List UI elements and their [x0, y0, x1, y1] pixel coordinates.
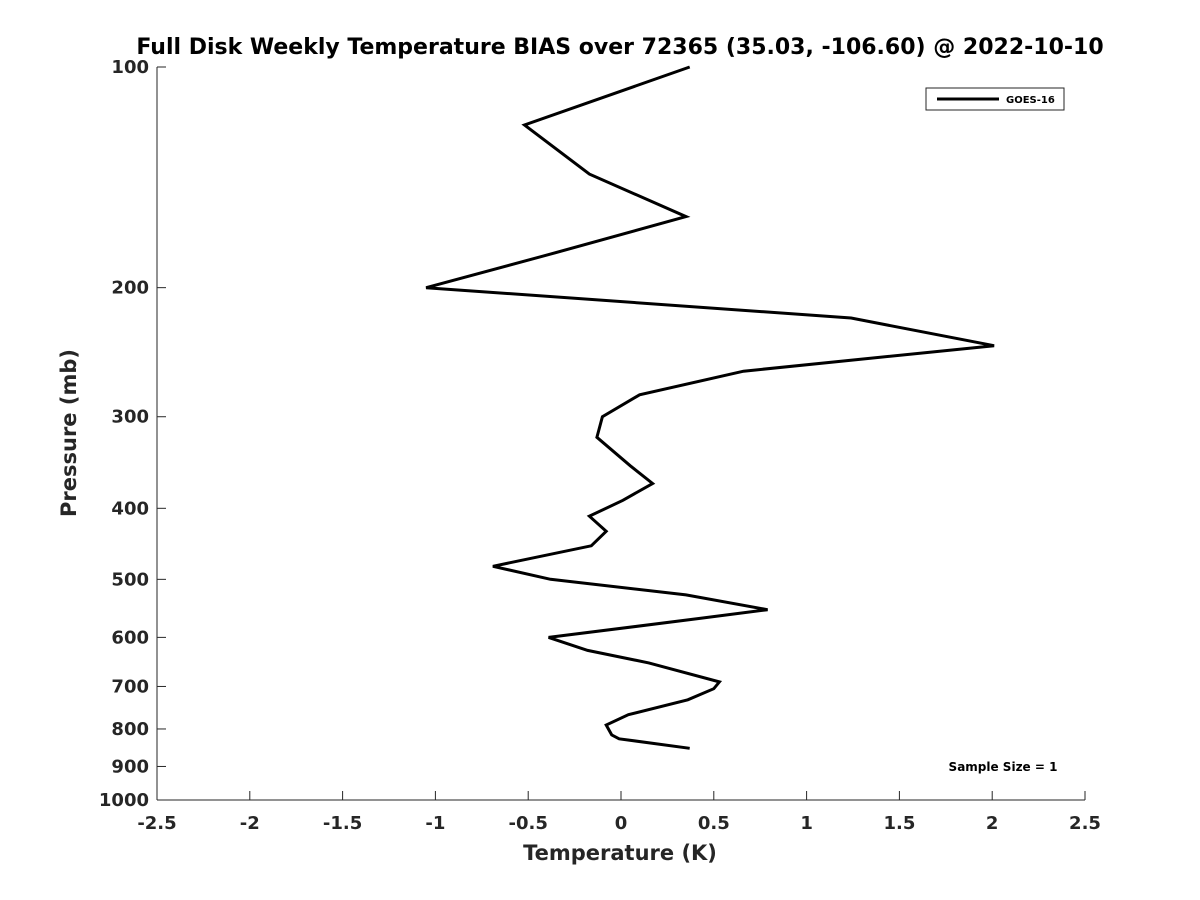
x-ticks-group: -2.5 -2 -1.5 -1 -0.5 0 0.5 1 1.5 2 2.5	[137, 791, 1101, 834]
x-tick-label: -2	[240, 813, 260, 834]
axes-group	[156, 67, 1085, 801]
y-tick-label: 700	[111, 676, 149, 697]
x-tick-label: 0.5	[698, 813, 730, 834]
x-tick-label: 2	[986, 813, 999, 834]
y-tick-label: 600	[111, 627, 149, 648]
x-tick-label: -2.5	[137, 813, 176, 834]
x-tick-label: 2.5	[1069, 813, 1101, 834]
y-ticks-group: 100 200 300 400 500 600 700 800 900 1000	[99, 57, 166, 811]
y-tick-label: 300	[111, 407, 149, 428]
y-axis-label: Pressure (mb)	[57, 349, 81, 517]
x-tick-label: 1	[800, 813, 813, 834]
y-tick-label: 900	[111, 756, 149, 777]
y-tick-label: 800	[111, 719, 149, 740]
series-group	[425, 65, 995, 750]
y-tick-label: 200	[111, 278, 149, 299]
x-tick-label: -1	[425, 813, 445, 834]
x-tick-label: -1.5	[323, 813, 362, 834]
series-line-goes-16	[425, 65, 995, 750]
y-tick-label: 400	[111, 498, 149, 519]
x-tick-label: 1.5	[883, 813, 915, 834]
x-axis-label: Temperature (K)	[523, 841, 717, 865]
legend-label: GOES-16	[1006, 95, 1055, 106]
chart-title: Full Disk Weekly Temperature BIAS over 7…	[136, 35, 1103, 60]
x-tick-label: -0.5	[509, 813, 548, 834]
y-tick-label: 500	[111, 569, 149, 590]
y-tick-label: 100	[111, 57, 149, 78]
y-tick-label: 1000	[99, 790, 149, 811]
sample-size-annotation: Sample Size = 1	[949, 760, 1058, 774]
x-tick-label: 0	[615, 813, 628, 834]
legend: GOES-16	[925, 87, 1065, 111]
